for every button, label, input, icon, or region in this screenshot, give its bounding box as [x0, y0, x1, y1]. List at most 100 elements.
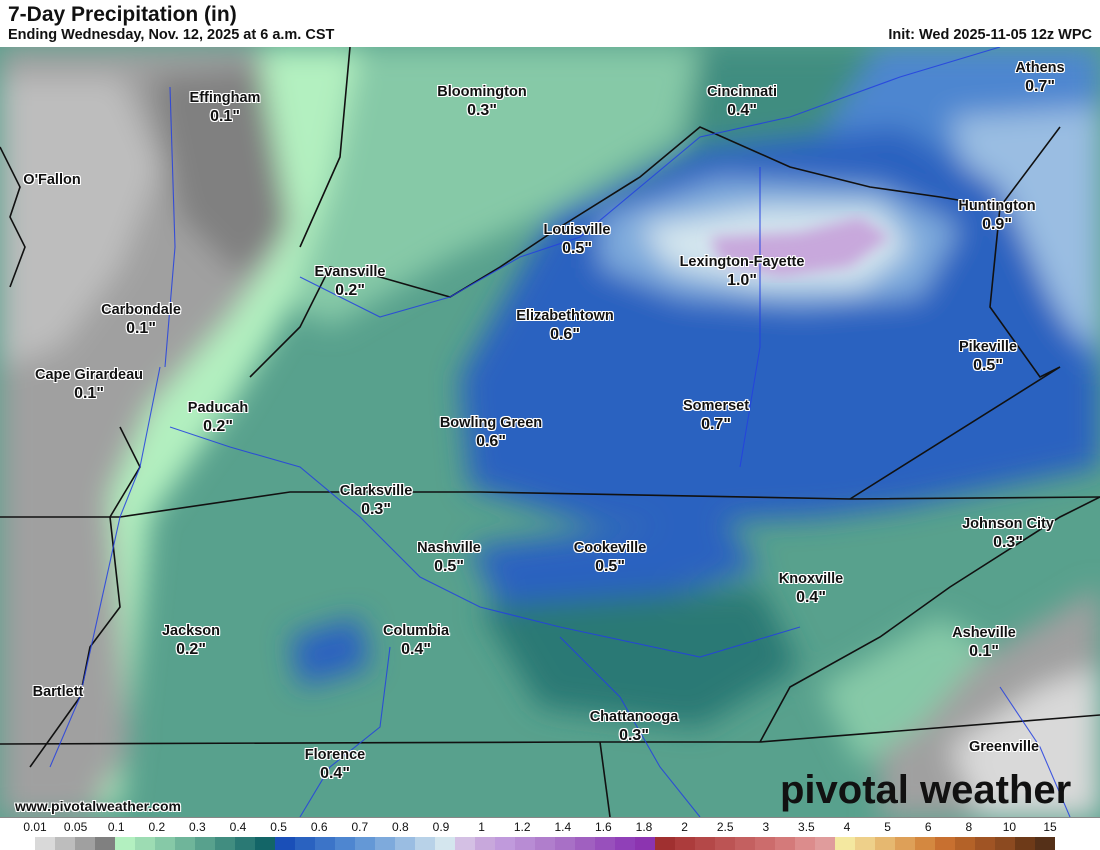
map-subtitle: Ending Wednesday, Nov. 12, 2025 at 6 a.m…	[8, 27, 335, 43]
legend-swatch	[635, 837, 655, 850]
legend-label: 0.1	[107, 820, 125, 834]
precipitation-map: Effingham 0.1" Bloomington 0.3" Cincinnati…	[0, 47, 1100, 817]
legend-swatch	[35, 837, 55, 850]
city-label-ofallon: O'Fallon	[23, 172, 81, 188]
legend-label: 3	[762, 820, 770, 834]
legend-label: 0.3	[189, 820, 206, 834]
city-label-bowling-green: Bowling Green 0.6"	[439, 415, 543, 450]
city-label-cape-girardeau: Cape Girardeau 0.1"	[35, 367, 143, 402]
legend-swatch	[275, 837, 295, 850]
legend-swatch	[795, 837, 815, 850]
legend-swatch	[475, 837, 495, 850]
legend-swatch	[915, 837, 935, 850]
legend-label: 0.6	[310, 820, 328, 834]
city-label-jackson: Jackson 0.2"	[161, 623, 221, 658]
legend-swatch	[55, 837, 75, 850]
city-label-clarksville: Clarksville 0.3"	[339, 483, 413, 518]
legend-swatch	[115, 837, 135, 850]
city-label-chattanooga: Chattanooga 0.3"	[589, 709, 679, 744]
legend-label: 1	[478, 820, 485, 834]
legend-swatch	[195, 837, 215, 850]
legend-swatch	[295, 837, 315, 850]
city-label-cincinnati: Cincinnati 0.4"	[706, 84, 778, 119]
legend-label: 3.5	[798, 820, 815, 834]
map-title: 7-Day Precipitation (in)	[8, 3, 237, 26]
legend-label: 1.6	[595, 820, 612, 834]
legend-label: 0.05	[63, 820, 88, 834]
legend-swatch	[375, 837, 395, 850]
legend-swatch	[415, 837, 435, 850]
city-label-louisville: Louisville 0.5"	[543, 222, 611, 257]
legend-label: 1.2	[513, 820, 531, 834]
legend-swatch	[535, 837, 555, 850]
legend-swatch	[175, 837, 195, 850]
legend-label: 0.4	[229, 820, 247, 834]
precip-field	[0, 47, 1100, 817]
legend-swatch	[735, 837, 755, 850]
city-label-athens: Athens 0.7"	[1015, 60, 1065, 95]
legend-swatch	[235, 837, 255, 850]
legend-swatch	[835, 837, 855, 850]
legend-swatch	[75, 837, 95, 850]
city-label-bartlett: Bartlett	[32, 684, 84, 700]
legend-label: 15	[1043, 820, 1057, 834]
city-label-evansville: Evansville 0.2"	[314, 264, 386, 299]
legend-swatch	[515, 837, 535, 850]
legend-swatch	[435, 837, 455, 850]
legend-swatch	[455, 837, 475, 850]
legend-swatch	[695, 837, 715, 850]
legend-swatch	[575, 837, 595, 850]
legend-label: 4	[843, 820, 851, 834]
city-label-elizabethtown: Elizabethtown 0.6"	[516, 308, 614, 343]
legend-color-bar	[15, 837, 1055, 850]
legend-swatch	[895, 837, 915, 850]
city-label-somerset: Somerset 0.7"	[682, 398, 750, 433]
legend-swatch	[955, 837, 975, 850]
city-label-knoxville: Knoxville 0.4"	[778, 571, 844, 606]
legend-swatch	[595, 837, 615, 850]
city-label-nashville: Nashville 0.5"	[417, 540, 481, 575]
legend-swatch	[755, 837, 775, 850]
city-label-johnson-city: Johnson City 0.3"	[962, 516, 1054, 551]
city-label-asheville: Asheville 0.1"	[952, 625, 1016, 660]
legend-swatch	[995, 837, 1015, 850]
legend-swatch	[615, 837, 635, 850]
legend-swatch	[1015, 837, 1035, 850]
legend-swatch	[355, 837, 375, 850]
legend-swatch	[135, 837, 155, 850]
legend-label: 0.7	[351, 820, 369, 834]
legend-swatch	[95, 837, 115, 850]
city-label-florence: Florence 0.4"	[304, 747, 366, 782]
city-label-huntington: Huntington 0.9"	[958, 198, 1036, 233]
legend-label: 1.4	[554, 820, 572, 834]
legend-swatch	[935, 837, 955, 850]
legend-swatch	[395, 837, 415, 850]
legend-swatch	[315, 837, 335, 850]
legend-label: 0.2	[148, 820, 166, 834]
legend-label: 0.5	[270, 820, 287, 834]
legend-label: 2	[681, 820, 688, 834]
city-label-cookeville: Cookeville 0.5"	[573, 540, 647, 575]
legend-label: 0.8	[392, 820, 409, 834]
legend-label: 10	[1002, 820, 1017, 834]
legend-swatch	[855, 837, 875, 850]
legend-swatch	[15, 837, 35, 850]
legend-label: 1.8	[635, 820, 653, 834]
website-link[interactable]: www.pivotalweather.com	[15, 798, 181, 814]
legend-swatch	[975, 837, 995, 850]
legend-label: 2.5	[716, 820, 734, 834]
legend-swatch	[1035, 837, 1055, 850]
legend-swatch	[815, 837, 835, 850]
precip-legend: 0.01 0.05 0.1 0.2 0.3 0.4 0.5 0.6 0.7 0.8 0.9 1 1.2 1…	[0, 817, 1100, 850]
city-label-greenville: Greenville	[968, 739, 1040, 755]
legend-swatch	[655, 837, 675, 850]
legend-swatch	[335, 837, 355, 850]
legend-swatch	[555, 837, 575, 850]
city-label-effingham: Effingham 0.1"	[189, 90, 261, 125]
legend-swatch	[255, 837, 275, 850]
legend-label: 0.01	[23, 820, 47, 834]
legend-swatch	[215, 837, 235, 850]
legend-label: 8	[965, 820, 973, 834]
rivers	[49, 47, 1071, 817]
legend-swatch	[675, 837, 695, 850]
